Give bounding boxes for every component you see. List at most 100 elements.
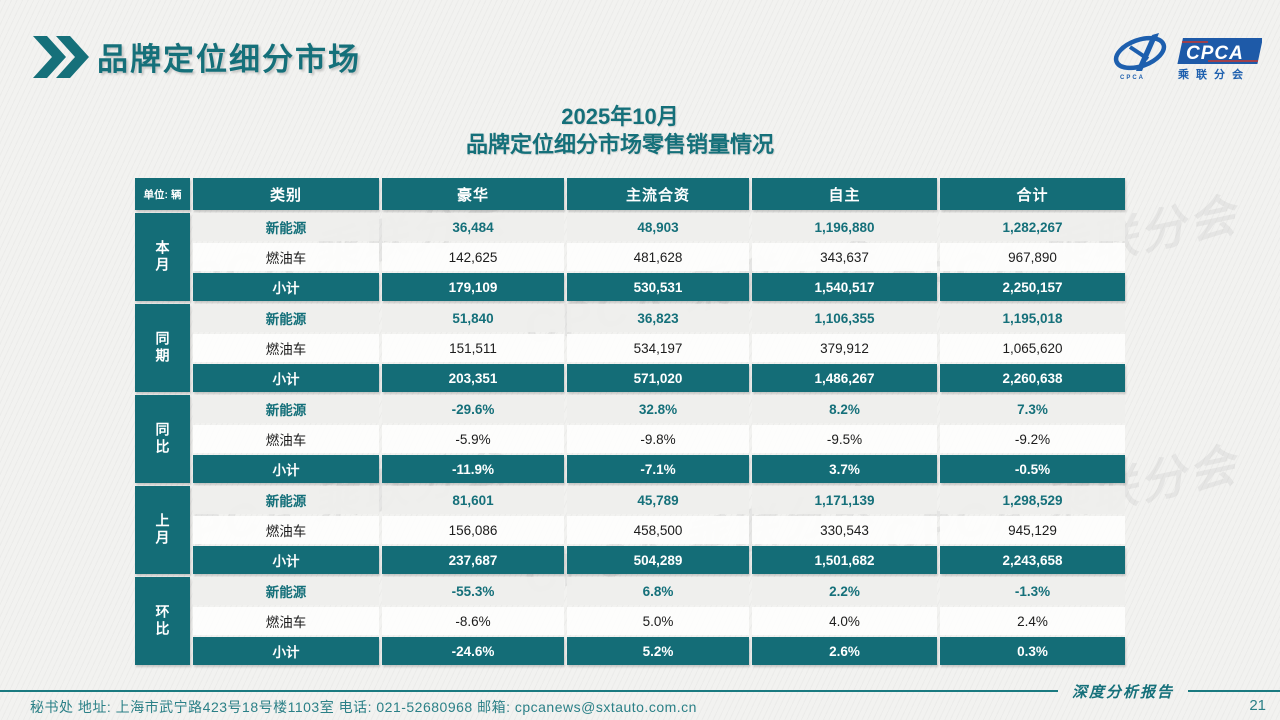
cell-value: -24.6% — [382, 637, 564, 665]
cell-value: 237,687 — [382, 546, 564, 574]
cell-value: 8.2% — [752, 395, 937, 423]
cell-value: 1,065,620 — [940, 334, 1125, 362]
row-label: 燃油车 — [193, 607, 379, 635]
cpca-logo: CPCA CPCA 乘联分会 — [1113, 33, 1262, 81]
cell-value: 3.7% — [752, 455, 937, 483]
cell-value: 379,912 — [752, 334, 937, 362]
cell-value: 1,540,517 — [752, 273, 937, 301]
table-row-fuel: 燃油车 142,625 481,628 343,637 967,890 — [193, 243, 1125, 271]
table-group-同期: 同期 新能源 51,840 36,823 1,106,355 1,195,018 燃油车 15… — [135, 304, 1125, 392]
cell-value: 36,484 — [382, 213, 564, 241]
table-row-fuel: 燃油车 151,511 534,197 379,912 1,065,620 — [193, 334, 1125, 362]
logo-small-text: CPCA — [1120, 75, 1145, 81]
row-label: 小计 — [193, 546, 379, 574]
report-type-label: 深度分析报告 — [1071, 684, 1174, 701]
cpca-swoosh-icon — [1113, 33, 1167, 71]
cell-value: 2.2% — [752, 577, 937, 605]
logo-acronym: CPCA — [1186, 43, 1244, 64]
row-label: 新能源 — [193, 395, 379, 423]
cell-value: 2,243,658 — [940, 546, 1125, 574]
table-title: 2025年10月 品牌定位细分市场零售销量情况 — [0, 103, 1240, 159]
group-rows: 新能源 -55.3% 6.8% 2.2% -1.3% 燃油车 -8.6% 5.0% 4.0% 2.… — [193, 577, 1125, 665]
cell-value: 330,543 — [752, 516, 937, 544]
row-label: 新能源 — [193, 213, 379, 241]
cell-value: 1,106,355 — [752, 304, 937, 332]
table-title-line2: 品牌定位细分市场零售销量情况 — [465, 132, 774, 157]
cell-value: -9.2% — [940, 425, 1125, 453]
group-label: 本月 — [135, 213, 190, 301]
group-rows: 新能源 81,601 45,789 1,171,139 1,298,529 燃油车 156,… — [193, 486, 1125, 574]
table-row-subtotal: 小计 -11.9% -7.1% 3.7% -0.5% — [193, 455, 1125, 483]
group-label: 同期 — [135, 304, 190, 392]
column-header-4: 自主 — [752, 178, 937, 210]
footer-rule-right — [1188, 690, 1280, 692]
cell-value: 32.8% — [567, 395, 749, 423]
cell-value: 5.0% — [567, 607, 749, 635]
group-rows: 新能源 -29.6% 32.8% 8.2% 7.3% 燃油车 -5.9% -9.8% -9.5%… — [193, 395, 1125, 483]
footer-rule-left — [0, 690, 1058, 692]
row-label: 小计 — [193, 637, 379, 665]
table-row-subtotal: 小计 237,687 504,289 1,501,682 2,243,658 — [193, 546, 1125, 574]
cell-value: 571,020 — [567, 364, 749, 392]
table-group-同比: 同比 新能源 -29.6% 32.8% 8.2% 7.3% 燃油车 -5.9% -9.8% -9.… — [135, 395, 1125, 483]
table-row-nev: 新能源 51,840 36,823 1,106,355 1,195,018 — [193, 304, 1125, 332]
page-title: 品牌定位细分市场 — [97, 42, 361, 77]
cell-value: -9.5% — [752, 425, 937, 453]
cell-value: 534,197 — [567, 334, 749, 362]
cell-value: 7.3% — [940, 395, 1125, 423]
cell-value: 48,903 — [567, 213, 749, 241]
logo-banner — [1177, 38, 1262, 64]
cell-value: 36,823 — [567, 304, 749, 332]
unit-label: 单位: 辆 — [135, 178, 190, 210]
cell-value: 2,250,157 — [940, 273, 1125, 301]
group-label: 同比 — [135, 395, 190, 483]
cell-value: 1,195,018 — [940, 304, 1125, 332]
column-header-2: 豪华 — [382, 178, 564, 210]
cell-value: 1,171,139 — [752, 486, 937, 514]
cell-value: 2,260,638 — [940, 364, 1125, 392]
cell-value: -9.8% — [567, 425, 749, 453]
row-label: 小计 — [193, 364, 379, 392]
table-group-环比: 环比 新能源 -55.3% 6.8% 2.2% -1.3% 燃油车 -8.6% 5.0% 4.0%… — [135, 577, 1125, 665]
table-row-nev: 新能源 -29.6% 32.8% 8.2% 7.3% — [193, 395, 1125, 423]
cell-value: -8.6% — [382, 607, 564, 635]
cell-value: -7.1% — [567, 455, 749, 483]
table-row-subtotal: 小计 203,351 571,020 1,486,267 2,260,638 — [193, 364, 1125, 392]
page-number: 21 — [1249, 697, 1266, 714]
cell-value: 1,298,529 — [940, 486, 1125, 514]
cell-value: 530,531 — [567, 273, 749, 301]
row-label: 燃油车 — [193, 243, 379, 271]
table-row-subtotal: 小计 -24.6% 5.2% 2.6% 0.3% — [193, 637, 1125, 665]
footer-rule: 深度分析报告 — [0, 683, 1280, 701]
cell-value: 81,601 — [382, 486, 564, 514]
column-header-5: 合计 — [940, 178, 1125, 210]
cell-value: -1.3% — [940, 577, 1125, 605]
column-header-3: 主流合资 — [567, 178, 749, 210]
cell-value: 179,109 — [382, 273, 564, 301]
cell-value: 142,625 — [382, 243, 564, 271]
table-row-fuel: 燃油车 -8.6% 5.0% 4.0% 2.4% — [193, 607, 1125, 635]
cell-value: 343,637 — [752, 243, 937, 271]
table-group-上月: 上月 新能源 81,601 45,789 1,171,139 1,298,529 燃油车 15… — [135, 486, 1125, 574]
group-rows: 新能源 36,484 48,903 1,196,880 1,282,267 燃油车 142,… — [193, 213, 1125, 301]
column-header-1: 类别 — [193, 178, 379, 210]
row-label: 新能源 — [193, 304, 379, 332]
table-row-fuel: 燃油车 156,086 458,500 330,543 945,129 — [193, 516, 1125, 544]
cell-value: 1,486,267 — [752, 364, 937, 392]
cell-value: -29.6% — [382, 395, 564, 423]
table-title-line1: 2025年10月 — [561, 104, 679, 129]
cell-value: 156,086 — [382, 516, 564, 544]
row-label: 小计 — [193, 273, 379, 301]
double-chevron-icon — [33, 35, 89, 78]
cell-value: 1,501,682 — [752, 546, 937, 574]
cell-value: 967,890 — [940, 243, 1125, 271]
cell-value: 203,351 — [382, 364, 564, 392]
footer-contact: 秘书处 地址: 上海市武宁路423号18号楼1103室 电话: 021-5268… — [30, 699, 697, 715]
group-label: 上月 — [135, 486, 190, 574]
row-label: 小计 — [193, 455, 379, 483]
cell-value: 5.2% — [567, 637, 749, 665]
table-row-nev: 新能源 81,601 45,789 1,171,139 1,298,529 — [193, 486, 1125, 514]
row-label: 燃油车 — [193, 516, 379, 544]
cell-value: 45,789 — [567, 486, 749, 514]
row-label: 新能源 — [193, 486, 379, 514]
